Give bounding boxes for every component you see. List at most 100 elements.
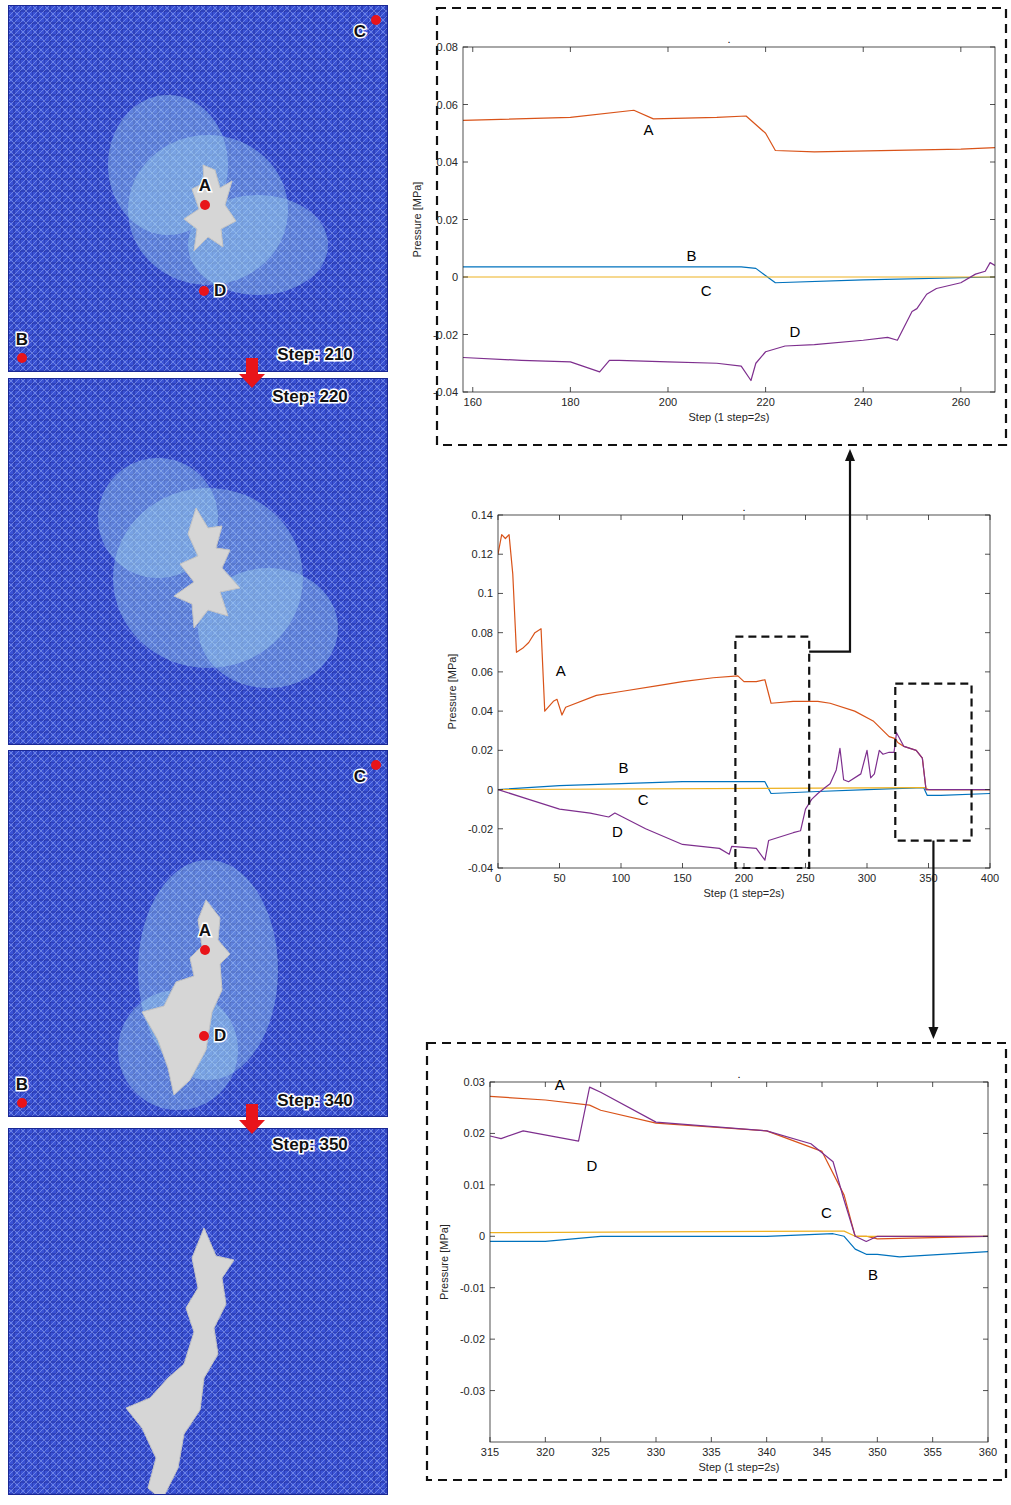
series-group [498, 535, 990, 861]
x-tick [867, 863, 868, 868]
x-axis-title: Step (1 step=2s) [688, 411, 769, 423]
y-tick [985, 554, 990, 555]
mesh [8, 378, 388, 745]
series-label: A [643, 121, 653, 138]
y-tick [990, 104, 995, 105]
monitor-point [199, 286, 209, 296]
series-group [490, 1087, 988, 1257]
point-label: D [214, 281, 226, 300]
y-tick [490, 1287, 495, 1288]
monitor-point [371, 760, 381, 770]
y-tick [498, 632, 503, 633]
point-label: B [16, 1075, 28, 1094]
x-tick [682, 863, 683, 868]
series-line [463, 263, 995, 381]
y-tick [990, 47, 995, 48]
y-tick [985, 868, 990, 869]
y-tick-label: 0.04 [472, 705, 493, 717]
y-tick-label: 0.01 [464, 1179, 485, 1191]
panel-content [8, 750, 388, 1117]
y-tick [490, 1184, 495, 1185]
step-label: Step: 340 [277, 1091, 353, 1110]
x-tick [877, 1437, 878, 1442]
figure: CADBStep: 210Step: 220CADBStep: 340Step:… [0, 0, 1011, 1505]
x-tick-label: 350 [919, 872, 937, 884]
y-tick-label: -0.04 [468, 862, 493, 874]
monitor-point [200, 945, 210, 955]
series-label: B [618, 759, 628, 776]
y-tick [985, 750, 990, 751]
y-tick [983, 1287, 988, 1288]
point-label: A [199, 921, 211, 940]
x-tick [960, 387, 961, 392]
fracture [184, 165, 236, 251]
chart: 315320325330335340345350355360-0.03-0.02… [427, 1043, 1006, 1480]
x-tick [711, 1082, 712, 1087]
axes-frame [463, 47, 995, 392]
series-label: B [868, 1266, 878, 1283]
y-tick-label: -0.04 [433, 386, 458, 398]
y-tick-label: -0.03 [460, 1385, 485, 1397]
x-tick [928, 863, 929, 868]
x-tick-label: 50 [553, 872, 565, 884]
connector-head [845, 449, 855, 461]
y-tick-label: 0 [487, 784, 493, 796]
zoom-box [735, 637, 809, 868]
y-tick [463, 219, 468, 220]
x-tick-label: 240 [854, 396, 872, 408]
x-tick [545, 1437, 546, 1442]
x-tick [766, 1082, 767, 1087]
series-label: D [789, 323, 800, 340]
series-line [498, 535, 990, 790]
mesh [8, 750, 388, 1117]
fracture [126, 1228, 234, 1495]
monitor-point [371, 15, 381, 25]
y-tick-label: -0.01 [460, 1282, 485, 1294]
y-tick [463, 277, 468, 278]
mesh [8, 5, 388, 372]
panel-border [9, 1129, 388, 1495]
y-tick-label: 0.04 [437, 156, 458, 168]
series-label: A [555, 1076, 565, 1093]
chart: 050100150200250300350400-0.04-0.0200.020… [446, 449, 999, 1039]
y-tick [498, 868, 503, 869]
axes-frame [490, 1082, 988, 1442]
x-tick [990, 863, 991, 868]
x-tick [877, 1082, 878, 1087]
y-tick-label: -0.02 [433, 329, 458, 341]
y-tick [985, 632, 990, 633]
x-tick [656, 1082, 657, 1087]
panel-content [8, 1128, 388, 1495]
x-tick [932, 1437, 933, 1442]
series-label: D [586, 1157, 597, 1174]
x-tick-label: 340 [757, 1446, 775, 1458]
x-tick [867, 515, 868, 520]
x-tick-label: 360 [979, 1446, 997, 1458]
x-tick [822, 1437, 823, 1442]
x-tick-label: 220 [756, 396, 774, 408]
sequence-arrow [239, 358, 265, 388]
x-tick-label: 160 [464, 396, 482, 408]
series-line [463, 110, 995, 152]
y-tick [983, 1236, 988, 1237]
point-label: C [354, 767, 366, 786]
series-line [463, 267, 995, 283]
y-tick [498, 711, 503, 712]
x-tick-label: 355 [923, 1446, 941, 1458]
x-tick-label: 200 [735, 872, 753, 884]
chart-title: . [727, 33, 730, 45]
x-tick [988, 1082, 989, 1087]
x-tick-label: 330 [647, 1446, 665, 1458]
x-tick-label: 300 [858, 872, 876, 884]
x-tick [744, 515, 745, 520]
monitor-point [17, 353, 27, 363]
step-label: Step: 220 [272, 387, 348, 406]
series-line [490, 1234, 988, 1257]
monitor-point [17, 1098, 27, 1108]
y-tick-label: 0.12 [472, 548, 493, 560]
x-tick [600, 1437, 601, 1442]
mesh-panel: CADBStep: 210 [8, 5, 388, 372]
panel-border [9, 751, 388, 1117]
y-tick [490, 1133, 495, 1134]
x-tick [472, 47, 473, 52]
